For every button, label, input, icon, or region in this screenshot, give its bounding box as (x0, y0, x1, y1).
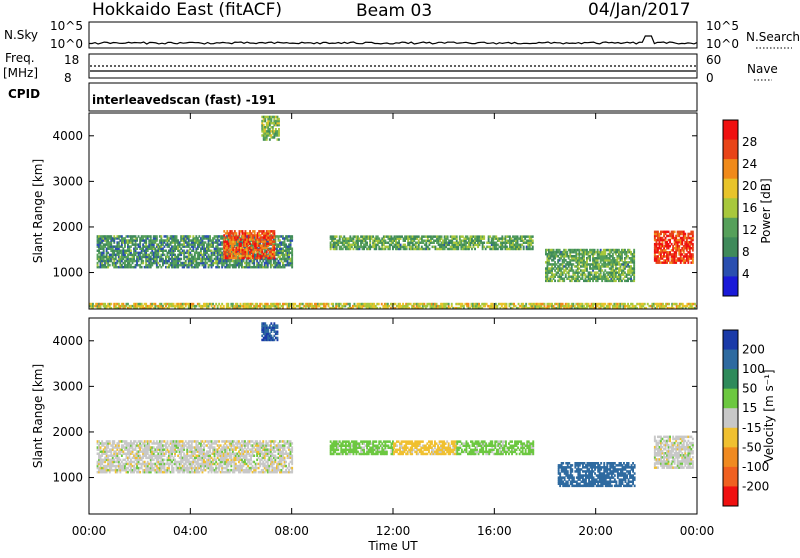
power-cell (110, 303, 112, 306)
power-cell (633, 249, 635, 252)
power-cell (532, 246, 534, 249)
date-title: 04/Jan/2017 (588, 0, 691, 20)
power-cell (554, 280, 556, 283)
power-cell (483, 242, 485, 245)
power-cell (109, 264, 111, 267)
power-ytick-label: 4000 (52, 129, 83, 143)
nsky-label: N.Sky (4, 28, 38, 42)
vel-cell (109, 440, 111, 443)
power-cell (429, 248, 431, 251)
power-cell (142, 260, 144, 263)
power-cell (130, 250, 132, 253)
power-cell (254, 230, 256, 233)
power-cell (180, 258, 182, 261)
power-cell (291, 248, 293, 251)
power-cell (209, 235, 211, 238)
nave-tick-top: 60 (706, 53, 721, 67)
power-cell (273, 230, 275, 233)
power-cell (291, 235, 293, 238)
power-cell (523, 246, 525, 249)
power-cell (150, 235, 152, 238)
power-cell (532, 235, 534, 238)
power-cell (441, 235, 443, 238)
power-cell (448, 303, 450, 306)
power-ylabel: Slant Range [km] (31, 159, 45, 263)
power-cell (156, 235, 158, 238)
power-cell (235, 232, 237, 235)
power-feature-5 (654, 231, 694, 264)
power-cell (532, 240, 534, 243)
power-cell (349, 303, 351, 306)
power-cell (328, 303, 330, 306)
power-cell (227, 303, 229, 306)
freq-unit: [MHz] (3, 66, 38, 80)
freq-tick-top: 18 (64, 53, 79, 67)
power-cell (456, 235, 458, 238)
power-cell (378, 303, 380, 306)
power-cell (684, 233, 686, 236)
power-cell (273, 245, 275, 248)
power-cell (366, 242, 368, 245)
power-panel: 1000 2000 3000 4000 Slant Range [km] (31, 113, 699, 309)
power-cell (249, 243, 251, 246)
freq-strip (89, 54, 697, 78)
power-cell (273, 240, 275, 243)
nave-label: Nave (747, 62, 778, 76)
nsky-tick-bottom: 10^0 (50, 37, 83, 51)
beam-title: Beam 03 (356, 1, 432, 21)
freq-tick-bottom: 8 (64, 71, 72, 85)
nsky-right-tick-bottom: 10^0 (706, 37, 739, 51)
freq-label: Freq. (5, 51, 35, 65)
power-cell (160, 235, 162, 238)
power-cell (451, 303, 453, 306)
power-cell (474, 248, 476, 251)
power-cell (336, 235, 338, 238)
power-cell (141, 266, 143, 269)
power-cell (278, 128, 280, 131)
power-cell (668, 303, 670, 306)
power-cell (468, 303, 470, 306)
cpid-label: CPID (8, 87, 40, 101)
power-cell (176, 235, 178, 238)
nsearch-label: N.Search (746, 30, 800, 44)
power-cell (223, 305, 225, 308)
power-cell (692, 243, 694, 246)
power-ytick-label: 1000 (52, 266, 83, 280)
power-cell (278, 118, 280, 121)
power-cell (278, 138, 280, 141)
power-cell (674, 231, 676, 234)
power-cell (492, 303, 494, 306)
nsky-right-tick-top: 10^5 (706, 19, 739, 33)
power-cell (692, 253, 694, 256)
power-cell (240, 243, 242, 246)
power-ytick-label: 3000 (52, 174, 83, 188)
power-cell (506, 303, 508, 306)
power-cell (447, 235, 449, 238)
power-cell (544, 303, 546, 306)
power-cell (483, 235, 485, 238)
power-feature-3 (330, 235, 534, 250)
power-cell (225, 236, 227, 239)
power-cell (525, 303, 527, 306)
nsky-trace (89, 36, 697, 44)
power-cell (644, 303, 646, 306)
power-cell (218, 266, 220, 269)
station-title: Hokkaido East (fitACF) (92, 0, 282, 20)
cpid-value: interleavedscan (fast) -191 (92, 93, 276, 107)
power-cell (251, 247, 253, 250)
power-cell (332, 303, 334, 306)
vel-cell (113, 440, 115, 443)
nsky-tick-top: 10^5 (50, 19, 83, 33)
power-cell (692, 231, 694, 234)
nave-tick-bottom: 0 (706, 71, 714, 85)
power-cell (189, 235, 191, 238)
power-feature-1 (223, 230, 275, 259)
power-ytick-label: 2000 (52, 220, 83, 234)
